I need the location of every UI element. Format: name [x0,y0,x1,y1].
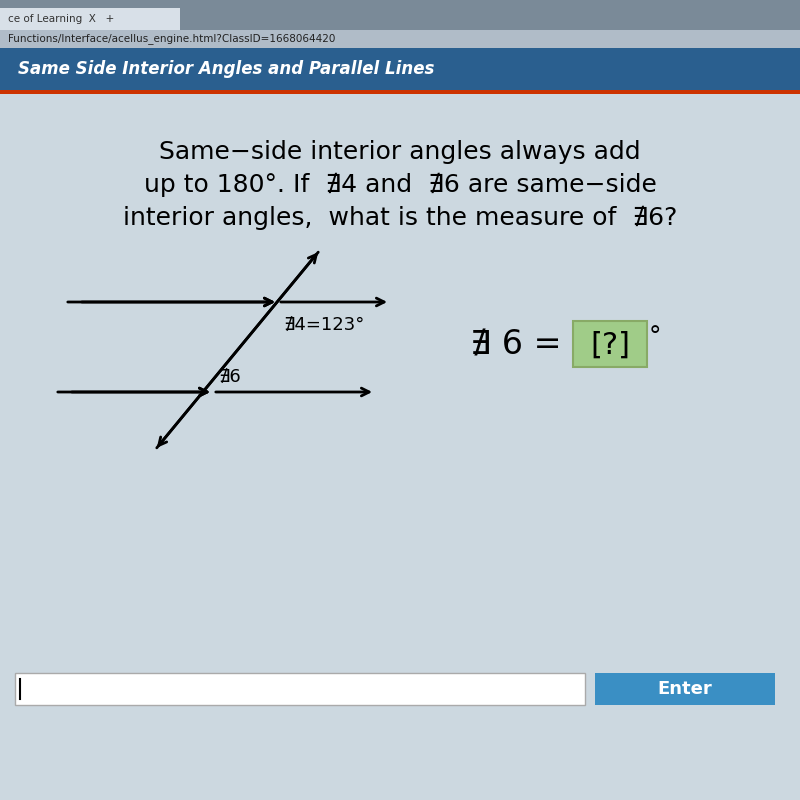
FancyBboxPatch shape [573,321,647,367]
Bar [0,30,800,48]
Text: [?]: [?] [590,330,630,359]
Bar [0,94,800,800]
Bar [0,8,180,30]
Text: ∄6: ∄6 [218,368,241,386]
Bar [0,48,800,90]
Text: ∄4=123°: ∄4=123° [283,316,364,334]
Text: °: ° [649,325,662,349]
Text: ce of Learning  X   +: ce of Learning X + [8,14,114,24]
Text: Same−side interior angles always add: Same−side interior angles always add [159,140,641,164]
Text: interior angles,  what is the measure of  ∄6?: interior angles, what is the measure of … [123,206,677,230]
Text: Same Side Interior Angles and Parallel Lines: Same Side Interior Angles and Parallel L… [18,60,434,78]
FancyBboxPatch shape [595,673,775,705]
FancyBboxPatch shape [15,673,585,705]
Text: ∄ 6 =: ∄ 6 = [470,329,572,362]
Text: up to 180°. If  ∄4 and  ∄6 are same−side: up to 180°. If ∄4 and ∄6 are same−side [143,173,657,197]
Bar [0,0,800,30]
Bar [0,90,800,94]
Text: Functions/Interface/acellus_engine.html?ClassID=1668064420: Functions/Interface/acellus_engine.html?… [8,34,335,45]
Text: Enter: Enter [658,680,712,698]
